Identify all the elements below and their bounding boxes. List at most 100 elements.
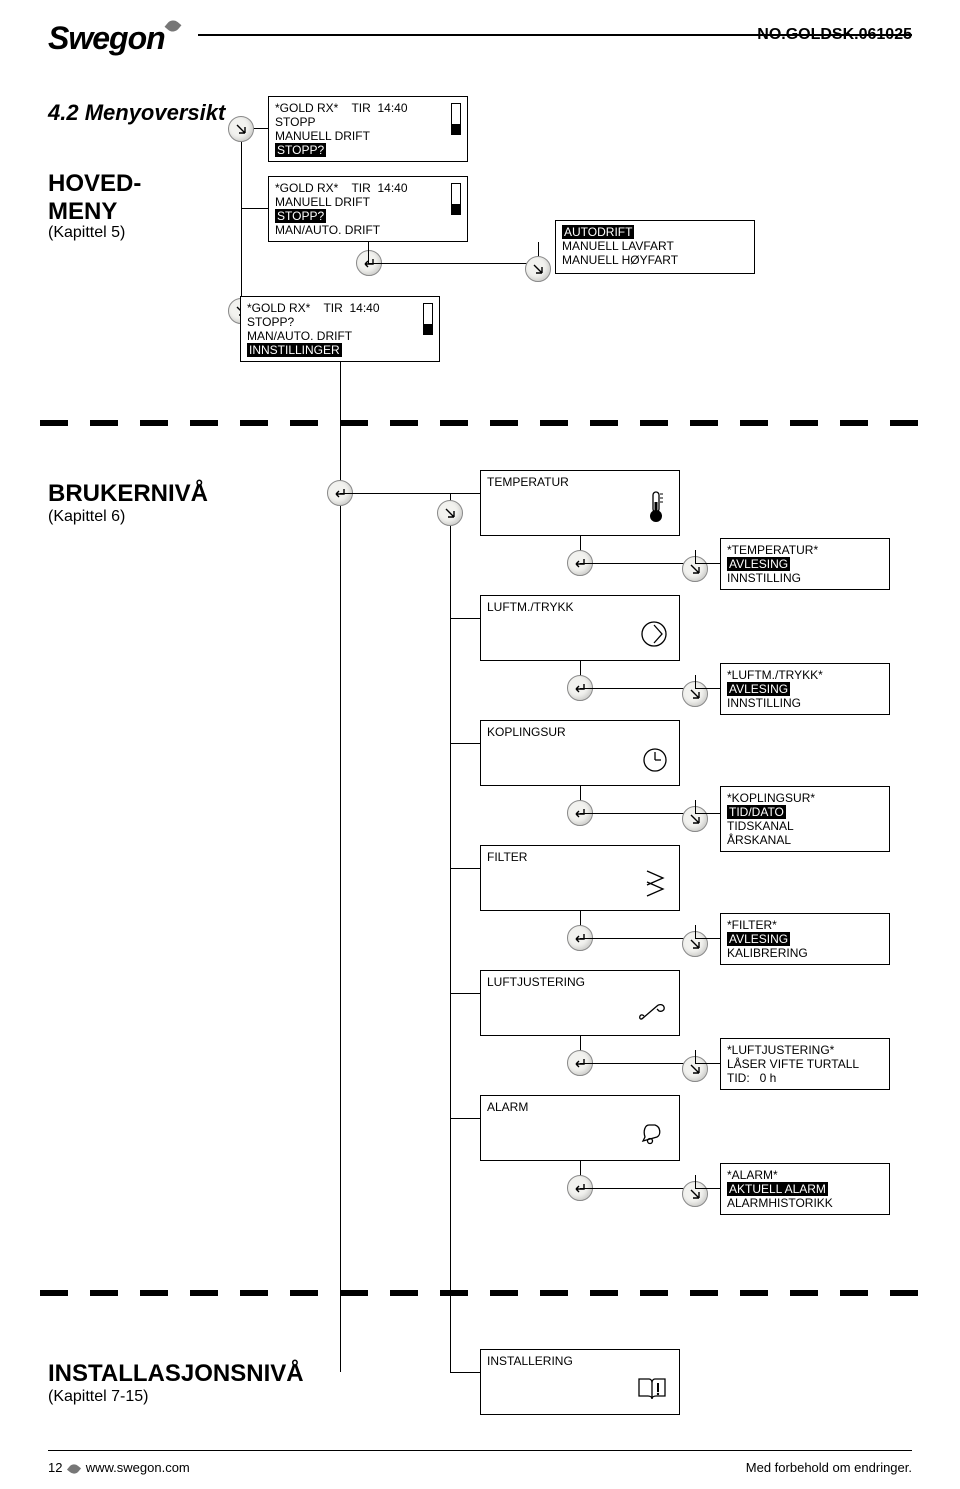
conn [695, 925, 696, 938]
m-temp-title: TEMPERATUR [487, 475, 673, 489]
conn [450, 493, 480, 494]
box-s-alarm: *ALARM* AKTUELL ALARM ALARMHISTORIKK [720, 1163, 890, 1215]
b2-l2: MANUELL DRIFT [275, 195, 461, 209]
sub-hovedmeny: (Kapittel 5) [48, 224, 125, 242]
meter-icon [423, 303, 433, 335]
sub-brukernivaa: (Kapittel 6) [48, 508, 125, 526]
logo: Swegon [48, 20, 179, 57]
conn [695, 1050, 696, 1063]
bell-icon [639, 1119, 669, 1152]
title-menyoversikt: 4.2 Menyoversikt [48, 100, 225, 126]
box-s-filter: *FILTER* AVLESING KALIBRERING [720, 913, 890, 965]
box-b3: *GOLD RX* TIR 14:40 STOPP? MAN/AUTO. DRI… [240, 296, 440, 362]
leaf-icon [164, 18, 181, 35]
s-kop-l3: TIDSKANAL [727, 819, 883, 833]
arrow-down-btn[interactable] [437, 500, 463, 526]
m-install-title: INSTALLERING [487, 1354, 673, 1368]
conn [580, 688, 695, 689]
arrow-down-btn[interactable] [525, 256, 551, 282]
conn [695, 1063, 720, 1064]
doc-id: NO.GOLDSK.061025 [757, 26, 912, 44]
footer-rule [48, 1450, 912, 1451]
conn [695, 688, 720, 689]
conn [695, 1175, 696, 1188]
s-filter-l3: KALIBRERING [727, 946, 883, 960]
s-luft-hl: AVLESING [727, 682, 790, 696]
logo-text: Swegon [48, 20, 165, 56]
thermometer-icon [643, 490, 669, 527]
b1-l2: STOPP [275, 115, 461, 129]
box-s-luftj: *LUFTJUSTERING* LÅSER VIFTE TURTALL TID:… [720, 1038, 890, 1090]
s-alarm-l3: ALARMHISTORIKK [727, 1196, 883, 1210]
s-alarm-l1: *ALARM* [727, 1168, 883, 1182]
conn [695, 675, 696, 688]
filter-icon [643, 869, 669, 902]
box-b2: *GOLD RX* TIR 14:40 MANUELL DRIFT STOPP?… [268, 176, 468, 242]
box-koplingsur: KOPLINGSUR [480, 720, 680, 786]
dashed-sep-1 [40, 420, 920, 426]
spine-main [340, 362, 341, 1372]
leaf-icon [67, 1462, 81, 1476]
b2-hl: STOPP? [275, 209, 326, 223]
b1-hl: STOPP? [275, 143, 326, 157]
manual-icon [635, 1375, 669, 1406]
dashed-sep-2 [40, 1290, 920, 1296]
meter-icon [451, 183, 461, 215]
page-number: 12 [48, 1460, 62, 1475]
b4-hl: AUTODRIFT [562, 225, 634, 239]
footer-note: Med forbehold om endringer. [746, 1460, 912, 1475]
conn [695, 563, 720, 564]
conn [580, 938, 695, 939]
s-luftj-l3: TID: 0 h [727, 1071, 883, 1085]
box-s-kop: *KOPLINGSUR* TID/DATO TIDSKANAL ÅRSKANAL [720, 786, 890, 852]
b3-hl: INNSTILLINGER [247, 343, 342, 357]
title-hovedmeny: HOVED- MENY [48, 170, 141, 226]
conn [450, 993, 480, 994]
s-kop-l1: *KOPLINGSUR* [727, 791, 883, 805]
sub-install: (Kapittel 7-15) [48, 1388, 149, 1406]
b3-l1: *GOLD RX* TIR 14:40 [247, 301, 433, 315]
conn [450, 618, 480, 619]
spine-bruker [450, 493, 451, 1372]
b3-l2: STOPP? [247, 315, 433, 329]
b2-l4: MAN/AUTO. DRIFT [275, 223, 461, 237]
conn [580, 1063, 695, 1064]
m-kop-title: KOPLINGSUR [487, 725, 673, 739]
box-temperatur: TEMPERATUR [480, 470, 680, 536]
fan-icon [639, 619, 669, 652]
s-filter-l1: *FILTER* [727, 918, 883, 932]
title-install: INSTALLASJONSNIVÅ [48, 1360, 304, 1388]
conn [450, 743, 480, 744]
s-alarm-hl: AKTUELL ALARM [727, 1182, 828, 1196]
footer-left: 12 www.swegon.com [48, 1460, 190, 1475]
page: Swegon NO.GOLDSK.061025 4.2 Menyoversikt… [0, 0, 960, 1489]
title-brukernivaa: BRUKERNIVÅ [48, 480, 208, 508]
arrow-down-btn[interactable] [228, 116, 254, 142]
m-luft-title: LUFTM./TRYKK [487, 600, 673, 614]
s-temp-l1: *TEMPERATUR* [727, 543, 883, 557]
s-luft-l3: INNSTILLING [727, 696, 883, 710]
box-installering: INSTALLERING [480, 1349, 680, 1415]
conn-b2 [241, 208, 268, 209]
box-filter: FILTER [480, 845, 680, 911]
s-temp-l3: INNSTILLING [727, 571, 883, 585]
conn [580, 813, 695, 814]
m-filter-title: FILTER [487, 850, 673, 864]
conn [695, 1188, 720, 1189]
m-luftj-title: LUFTJUSTERING [487, 975, 673, 989]
box-s-temp: *TEMPERATUR* AVLESING INNSTILLING [720, 538, 890, 590]
conn [695, 800, 696, 813]
conn-bru-h [340, 493, 450, 494]
header: Swegon NO.GOLDSK.061025 [0, 18, 960, 68]
box-luftjustering: LUFTJUSTERING [480, 970, 680, 1036]
s-luftj-l2: LÅSER VIFTE TURTALL [727, 1057, 883, 1071]
box-luftm: LUFTM./TRYKK [480, 595, 680, 661]
conn [450, 1118, 480, 1119]
s-kop-hl: TID/DATO [727, 805, 786, 819]
conn [450, 1372, 480, 1373]
conn [695, 550, 696, 563]
b2-l1: *GOLD RX* TIR 14:40 [275, 181, 461, 195]
conn-to-autodrift-h [368, 263, 538, 264]
s-filter-hl: AVLESING [727, 932, 790, 946]
clock-icon [641, 746, 669, 777]
